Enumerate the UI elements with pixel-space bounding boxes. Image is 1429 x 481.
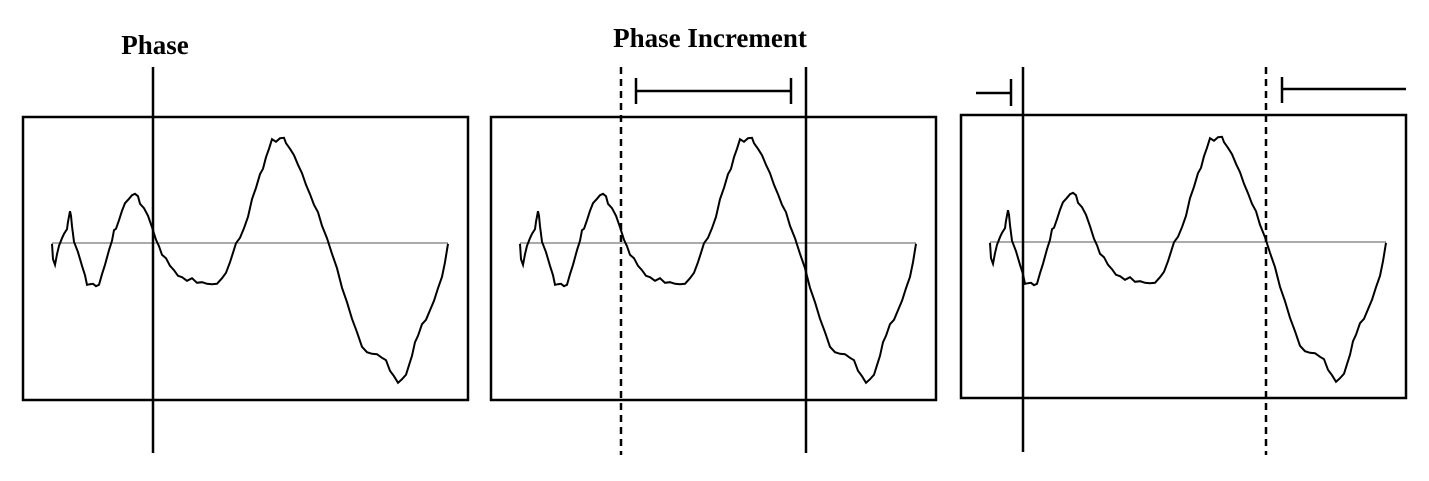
waveform bbox=[51, 136, 449, 385]
phase-label: Phase bbox=[121, 30, 189, 60]
panel-frame bbox=[959, 113, 1408, 400]
increment-bracket bbox=[634, 78, 793, 104]
waveform bbox=[519, 136, 917, 385]
panel-phase bbox=[21, 67, 470, 453]
panel-phase-increment bbox=[489, 67, 938, 455]
span-start-bracket bbox=[976, 79, 1013, 106]
panel-frame bbox=[21, 115, 470, 402]
waveform bbox=[989, 135, 1387, 384]
phase-increment-label: Phase Increment bbox=[613, 23, 807, 53]
panel-wraparound bbox=[959, 67, 1408, 455]
span-end-bracket bbox=[1280, 77, 1406, 103]
panel-frame bbox=[489, 115, 938, 402]
